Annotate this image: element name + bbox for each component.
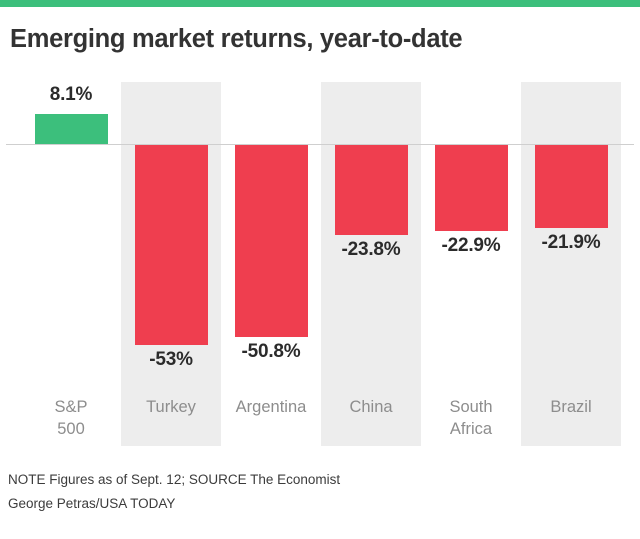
category-label-line2: 500	[57, 420, 85, 438]
footer-note: NOTE Figures as of Sept. 12; SOURCE The …	[8, 472, 341, 487]
category-label-line1: Argentina	[235, 398, 307, 416]
bar-value-label: -21.9%	[541, 231, 601, 253]
column-background	[321, 82, 421, 446]
chart-footer: NOTE Figures as of Sept. 12; SOURCE The …	[8, 468, 632, 516]
category-label: South Africa	[421, 396, 521, 440]
page-title: Emerging market returns, year-to-date	[10, 25, 463, 53]
category-label-line1: China	[349, 398, 393, 416]
bar-value-label: -22.9%	[441, 235, 501, 257]
bar-value-label: -50.8%	[241, 340, 301, 362]
bar-turkey[interactable]	[134, 145, 208, 346]
bar-value-label: -53%	[149, 349, 193, 371]
zero-baseline	[6, 144, 634, 145]
category-label: Argentina	[221, 396, 321, 418]
bar-s-p[interactable]	[34, 114, 108, 145]
category-label-line1: Turkey	[146, 398, 196, 416]
category-label: S&P 500	[21, 396, 121, 440]
bar-argentina[interactable]	[234, 145, 308, 337]
category-label-line1: Brazil	[550, 398, 592, 416]
bar-value-label: 8.1%	[49, 84, 93, 106]
category-label: Brazil	[521, 396, 621, 418]
column-background	[521, 82, 621, 446]
category-label: China	[321, 396, 421, 418]
category-label: Turkey	[121, 396, 221, 418]
footer-credit: George Petras/USA TODAY	[8, 496, 176, 511]
category-label-line2: Africa	[449, 420, 493, 438]
top-accent-strip	[0, 0, 640, 7]
bar-value-label: -23.8%	[341, 238, 401, 260]
bar-brazil[interactable]	[534, 145, 608, 228]
bar-south[interactable]	[434, 145, 508, 232]
category-label-line1: South	[449, 398, 493, 416]
chart-plot-area: 8.1% S&P 500 -53% Turkey -50.8% Argentina -23.8…	[6, 82, 634, 446]
bar-china[interactable]	[334, 145, 408, 235]
category-label-line1: S&P	[54, 398, 88, 416]
